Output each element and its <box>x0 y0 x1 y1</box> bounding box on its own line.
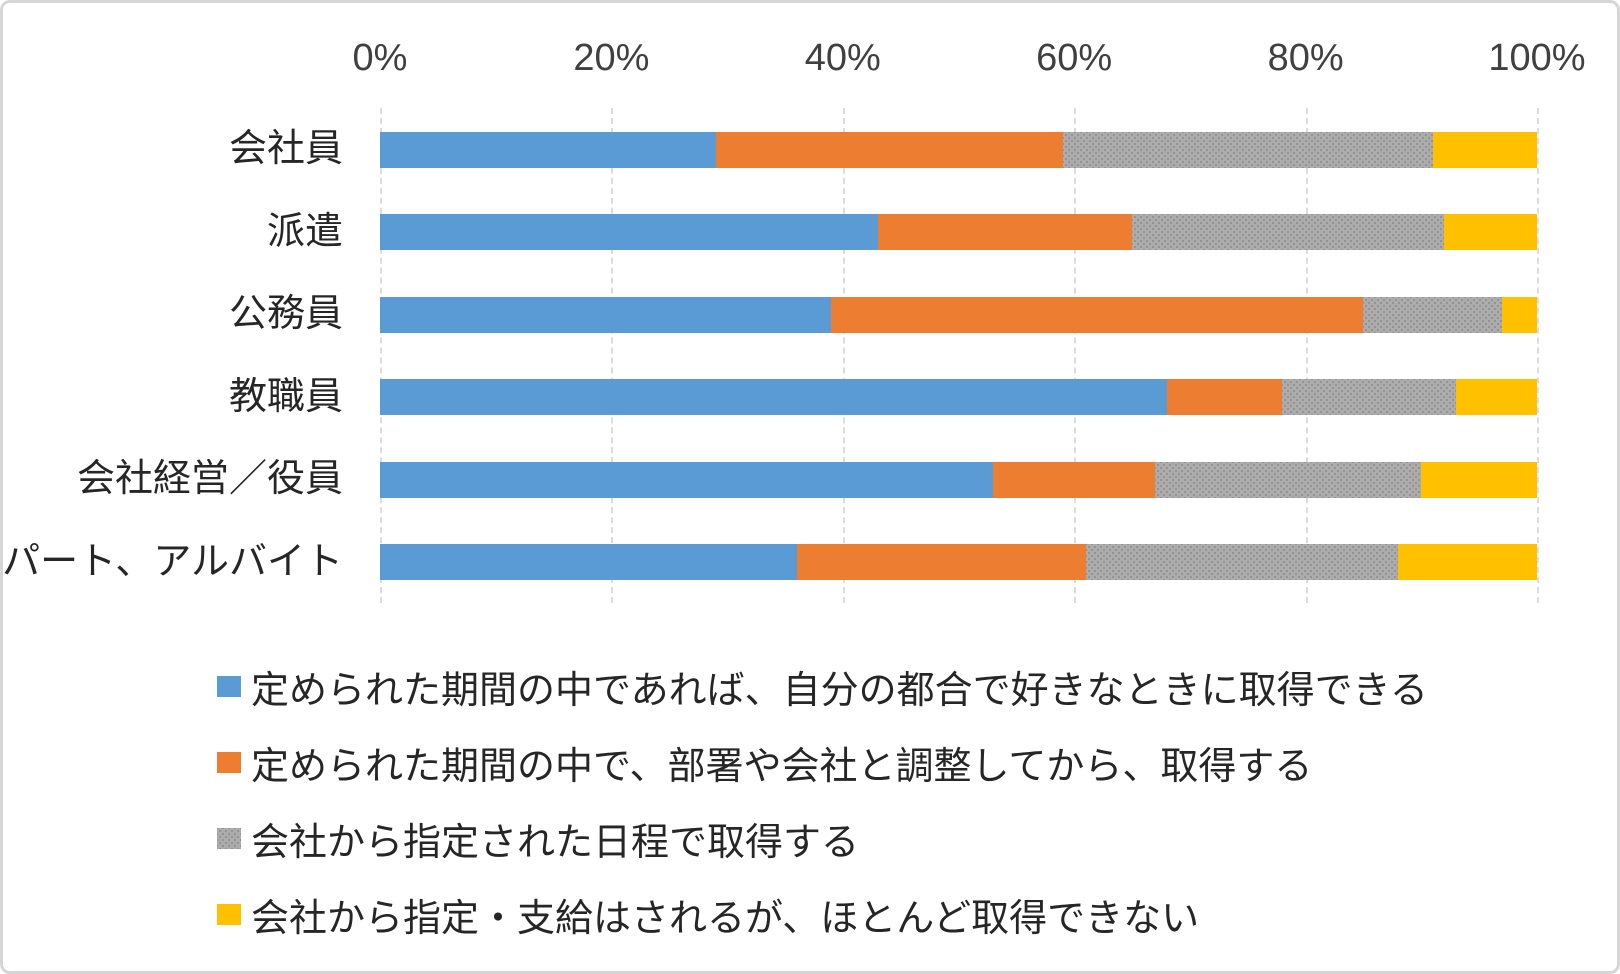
bar-segment-series1 <box>380 379 1167 415</box>
bar-segment-series4 <box>1502 296 1537 333</box>
bar-segment-series3 <box>1155 461 1422 498</box>
category-label: 公務員 <box>228 293 343 335</box>
stacked-bar <box>380 214 1537 250</box>
bar-segment-series4 <box>1444 214 1537 250</box>
bar-row <box>380 521 1537 604</box>
bar-segment-series2 <box>831 296 1364 333</box>
legend-marker-icon <box>217 827 241 849</box>
legend-label: 会社から指定された日程で取得する <box>251 821 860 864</box>
gridline <box>842 108 845 603</box>
legend-label: 定められた期間の中で、部署や会社と調整してから、取得する <box>251 745 1313 788</box>
bar-segment-series2 <box>796 544 1086 580</box>
stacked-bar <box>380 544 1537 580</box>
bar-row <box>380 191 1537 274</box>
bar-segment-series3 <box>1132 214 1445 250</box>
x-axis-tick-label: 40% <box>804 37 881 79</box>
x-axis-tick-label: 0% <box>352 37 408 79</box>
bar-segment-series3 <box>1363 296 1503 333</box>
legend-item: 定められた期間の中であれば、自分の都合で好きなときに取得できる <box>217 648 1428 724</box>
bar-segment-series4 <box>1421 461 1537 498</box>
stacked-bar <box>380 131 1537 168</box>
bar-segment-series1 <box>380 131 716 168</box>
category-label: 会社員 <box>228 128 343 170</box>
x-axis-tick-label: 20% <box>573 37 650 79</box>
bar-row <box>380 356 1537 439</box>
bar-segment-series4 <box>1398 544 1537 580</box>
stacked-bar <box>380 296 1537 333</box>
x-axis-tick-label: 60% <box>1036 37 1113 79</box>
bar-segment-series1 <box>380 461 994 498</box>
legend-label: 定められた期間の中であれば、自分の都合で好きなときに取得できる <box>251 669 1428 712</box>
bar-segment-series3 <box>1282 379 1456 415</box>
bar-segment-series4 <box>1455 379 1537 415</box>
gridline <box>1537 108 1539 603</box>
bar-segment-series4 <box>1432 131 1537 168</box>
legend-label: 会社から指定・支給はされるが、ほとんど取得できない <box>251 897 1200 940</box>
gridline <box>1305 108 1308 603</box>
x-axis-tick-label: 80% <box>1267 37 1344 79</box>
legend: 定められた期間の中であれば、自分の都合で好きなときに取得できる 定められた期間の中… <box>217 648 1428 952</box>
legend-marker-icon <box>217 903 241 925</box>
bar-segment-series1 <box>380 214 878 250</box>
legend-item: 会社から指定・支給はされるが、ほとんど取得できない <box>217 876 1428 952</box>
legend-marker-icon <box>217 675 241 697</box>
bar-segment-series2 <box>1166 379 1283 415</box>
category-label: パート、アルバイト <box>2 540 343 583</box>
bar-segment-series3 <box>1062 131 1433 168</box>
bar-segment-series1 <box>380 544 797 580</box>
gridline <box>611 108 614 603</box>
plot-area <box>380 108 1539 604</box>
bar-segment-series2 <box>993 461 1156 498</box>
gridline <box>1074 108 1077 603</box>
bar-segment-series2 <box>877 214 1133 250</box>
stacked-bar <box>380 461 1537 498</box>
bar-row <box>380 108 1537 191</box>
bar-row <box>380 273 1537 356</box>
legend-item: 定められた期間の中で、部署や会社と調整してから、取得する <box>217 724 1428 800</box>
category-label: 派遣 <box>266 210 343 253</box>
legend-item: 会社から指定された日程で取得する <box>217 800 1428 876</box>
stacked-bar <box>380 379 1537 415</box>
bar-segment-series3 <box>1085 544 1399 580</box>
bar-row <box>380 438 1537 521</box>
gridline <box>380 108 382 603</box>
bar-segment-series1 <box>380 296 832 333</box>
x-axis-tick-label: 100% <box>1488 37 1586 79</box>
category-label: 会社経営／役員 <box>76 458 343 500</box>
legend-marker-icon <box>217 751 241 773</box>
bar-segment-series2 <box>715 131 1063 168</box>
category-label: 教職員 <box>228 375 343 418</box>
